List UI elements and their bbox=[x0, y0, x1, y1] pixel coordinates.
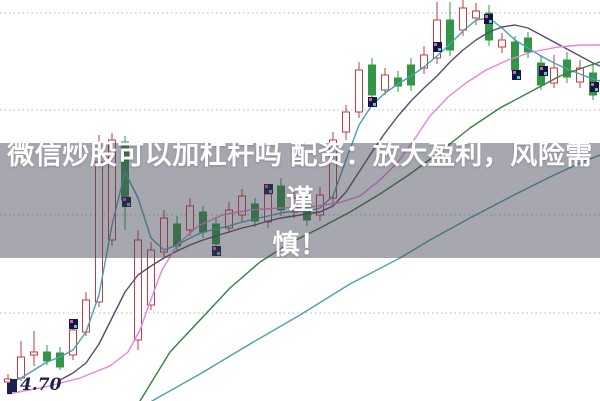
signal-badge bbox=[539, 66, 548, 76]
signal-badge-dot-magenta bbox=[70, 320, 73, 323]
signal-badge-dot-cyan bbox=[517, 76, 520, 79]
ma-fast-cyan-line bbox=[7, 17, 600, 385]
signal-badge-dot-cyan bbox=[127, 203, 130, 206]
signal-badge-dot-magenta bbox=[513, 71, 516, 74]
price-label-value: 4.70 bbox=[20, 375, 62, 395]
ma-slow-green-line bbox=[139, 61, 600, 401]
signal-badge bbox=[212, 246, 221, 256]
candle-up bbox=[186, 205, 194, 231]
price-label-marker-icon bbox=[10, 378, 17, 392]
candle-up bbox=[355, 69, 363, 113]
candle-down bbox=[524, 37, 532, 53]
signal-badge-dot-cyan bbox=[74, 325, 77, 328]
headline-line-2: 慎！ bbox=[272, 230, 328, 260]
candle-up bbox=[290, 197, 298, 213]
signal-badge bbox=[512, 70, 521, 80]
candle-down bbox=[407, 64, 415, 86]
signal-badge-dot-cyan bbox=[373, 103, 376, 106]
headline-line-1: 微信炒股可以加杠杆吗 配资：放大盈利，风险需谨 bbox=[7, 140, 593, 215]
candle-up bbox=[225, 209, 233, 229]
candle-down bbox=[56, 352, 64, 368]
signal-badge bbox=[69, 319, 78, 329]
candle-down bbox=[251, 203, 259, 222]
signal-badge-dot-cyan bbox=[544, 72, 547, 75]
signal-badge-dot-magenta bbox=[591, 83, 594, 86]
signal-badge-dot-magenta bbox=[485, 15, 488, 18]
candle-up bbox=[69, 329, 77, 356]
candle-up bbox=[160, 217, 168, 253]
candle-down bbox=[485, 12, 493, 41]
candle-down bbox=[277, 185, 285, 211]
candle-up bbox=[420, 54, 428, 69]
price-label: 4.70 bbox=[10, 375, 61, 395]
candle-down bbox=[511, 41, 519, 71]
candle-up bbox=[342, 111, 350, 133]
headline-text: 微信炒股可以加杠杆吗 配资：放大盈利，风险需谨 慎！ bbox=[0, 133, 600, 268]
candle-up bbox=[433, 19, 441, 59]
candle-up bbox=[459, 7, 467, 31]
candle-up bbox=[82, 299, 90, 333]
signal-badge-dot-cyan bbox=[217, 252, 220, 255]
candle-up bbox=[134, 239, 142, 341]
signal-badge-dot-magenta bbox=[265, 185, 268, 188]
candle-up bbox=[329, 139, 337, 199]
signal-badge-dot-magenta bbox=[369, 98, 372, 101]
candle-up bbox=[108, 139, 116, 241]
signal-badge-dot-magenta bbox=[213, 247, 216, 250]
headline-overlay: 微信炒股可以加杠杆吗 配资：放大盈利，风险需谨 慎！ bbox=[0, 140, 600, 260]
signal-badge-dot-cyan bbox=[595, 88, 598, 91]
candle-up bbox=[147, 249, 155, 306]
candle-up bbox=[381, 74, 389, 91]
signal-badge-dot-cyan bbox=[489, 20, 492, 23]
ma-medium-purple-line bbox=[59, 24, 600, 381]
candle-up bbox=[95, 161, 103, 303]
candle-down bbox=[446, 19, 454, 51]
signal-badge bbox=[264, 184, 273, 194]
signal-badge bbox=[484, 14, 493, 24]
ma-long-teal-line bbox=[151, 154, 600, 401]
candle-down bbox=[368, 64, 376, 96]
signal-badge bbox=[433, 42, 442, 52]
candle-up bbox=[30, 351, 38, 356]
signal-badge bbox=[122, 197, 131, 207]
signal-badge-dot-cyan bbox=[438, 48, 441, 51]
candle-down bbox=[43, 351, 51, 362]
signal-badge-dot-magenta bbox=[540, 67, 543, 70]
candle-down bbox=[212, 223, 220, 245]
signal-badge-dot-cyan bbox=[269, 190, 272, 193]
signal-badge bbox=[368, 97, 377, 107]
candle-up bbox=[498, 39, 506, 48]
signal-badge bbox=[590, 82, 599, 92]
candle-up bbox=[238, 195, 246, 216]
signal-badge-dot-magenta bbox=[123, 198, 126, 201]
signal-badge-dot-magenta bbox=[434, 43, 437, 46]
ma-pink-line bbox=[7, 44, 600, 395]
candle-up bbox=[472, 10, 480, 19]
candle-up bbox=[550, 67, 558, 84]
